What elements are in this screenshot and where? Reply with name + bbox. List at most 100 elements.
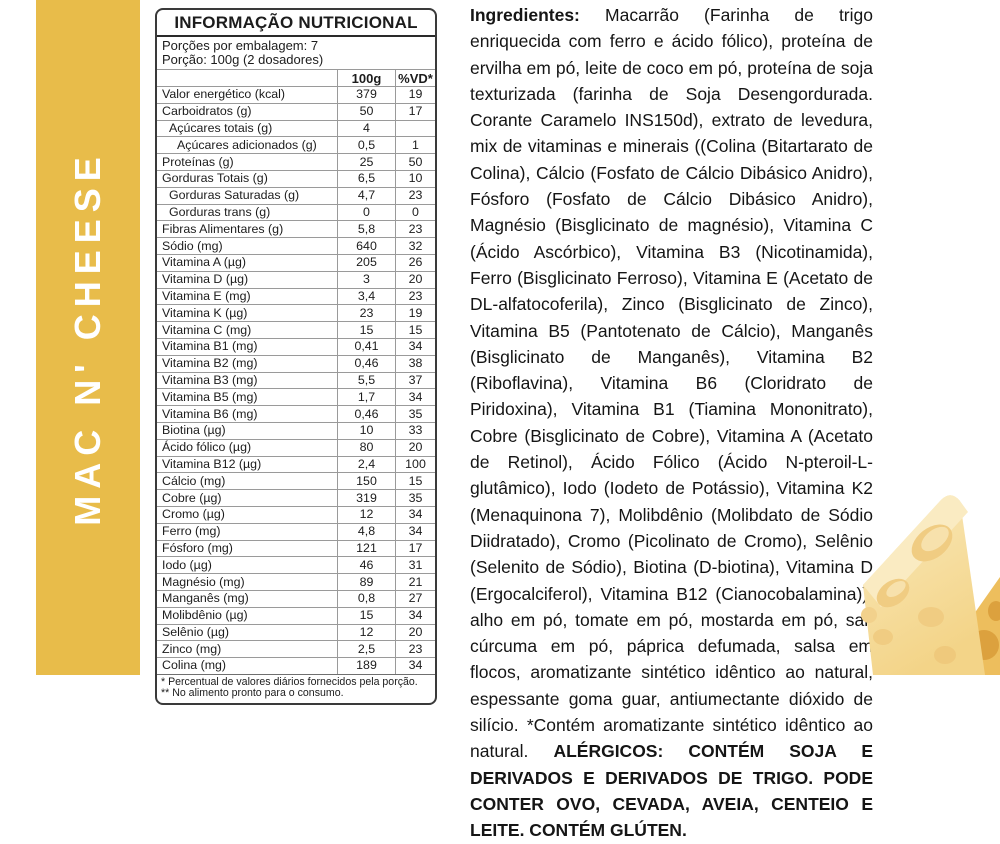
row-value-vd: 23 <box>395 288 435 305</box>
table-row: Zinco (mg) 2,5 23 <box>157 640 435 658</box>
table-row: Colina (mg) 189 34 <box>157 657 435 674</box>
table-row: Ácido fólico (µg) 80 20 <box>157 438 435 456</box>
row-value-100g: 319 <box>337 490 395 506</box>
row-value-vd: 0 <box>395 204 435 221</box>
row-label: Gorduras trans (g) <box>169 204 271 219</box>
row-value-100g: 25 <box>337 154 395 170</box>
table-row: Gorduras Totais (g) 6,5 10 <box>157 169 435 187</box>
row-value-100g: 3,4 <box>337 288 395 305</box>
row-label: Açúcares adicionados (g) <box>177 137 317 152</box>
table-row: Fósforo (mg) 121 17 <box>157 539 435 557</box>
table-row: Vitamina B5 (mg) 1,7 34 <box>157 388 435 406</box>
row-value-100g: 0,46 <box>337 355 395 372</box>
row-label: Ferro (mg) <box>162 524 221 539</box>
row-value-100g: 23 <box>337 305 395 322</box>
row-value-vd: 34 <box>395 607 435 624</box>
servings-per-package: Porções por embalagem: 7 <box>162 38 319 53</box>
row-value-vd: 10 <box>395 170 435 187</box>
row-value-vd: 26 <box>395 254 435 271</box>
row-label: Vitamina B2 (mg) <box>162 356 258 371</box>
row-value-vd: 27 <box>395 590 435 607</box>
row-value-vd: 15 <box>395 473 435 490</box>
row-value-100g: 5,5 <box>337 372 395 389</box>
row-value-100g: 4 <box>337 120 395 137</box>
table-row: Vitamina B3 (mg) 5,5 37 <box>157 371 435 389</box>
row-label: Vitamina D (µg) <box>162 272 249 287</box>
cheese-image <box>861 495 1000 675</box>
row-label: Cromo (µg) <box>162 507 225 522</box>
row-value-100g: 4,7 <box>337 187 395 204</box>
row-label: Carboidratos (g) <box>162 104 252 119</box>
row-value-vd: 31 <box>395 557 435 574</box>
row-value-100g: 5,8 <box>337 221 395 238</box>
row-value-100g: 3 <box>337 271 395 288</box>
row-value-vd: 23 <box>395 641 435 658</box>
row-value-vd: 17 <box>395 103 435 120</box>
row-value-vd: 37 <box>395 372 435 389</box>
nutrition-title: INFORMAÇÃO NUTRICIONAL <box>157 10 435 37</box>
row-value-vd: 100 <box>395 456 435 473</box>
table-row: Carboidratos (g) 50 17 <box>157 102 435 120</box>
table-row: Vitamina B1 (mg) 0,41 34 <box>157 337 435 355</box>
page: { "brand": { "title": "MAC N' CHEESE", "… <box>36 0 1000 841</box>
footnote-ready-to-eat: ** No alimento pronto para o consumo. <box>161 687 344 700</box>
table-header-row: 100g %VD* <box>157 69 435 86</box>
row-value-vd: 17 <box>395 540 435 557</box>
row-value-vd: 20 <box>395 624 435 641</box>
row-value-vd: 34 <box>395 389 435 406</box>
row-value-100g: 4,8 <box>337 523 395 540</box>
row-value-100g: 150 <box>337 473 395 490</box>
row-value-vd: 34 <box>395 658 435 674</box>
row-label: Vitamina E (mg) <box>162 288 251 303</box>
row-label: Ácido fólico (µg) <box>162 440 252 455</box>
row-value-vd: 34 <box>395 523 435 540</box>
row-value-100g: 89 <box>337 574 395 590</box>
row-value-vd: 23 <box>395 187 435 204</box>
serving-info: Porções por embalagem: 7 Porção: 100g (2… <box>157 37 435 69</box>
table-row: Vitamina B6 (mg) 0,46 35 <box>157 405 435 422</box>
row-value-100g: 80 <box>337 439 395 456</box>
row-label: Açúcares totais (g) <box>169 120 273 135</box>
table-row: Proteínas (g) 25 50 <box>157 153 435 170</box>
row-value-vd: 19 <box>395 305 435 322</box>
table-row: Cálcio (mg) 150 15 <box>157 472 435 490</box>
row-value-vd: 32 <box>395 238 435 254</box>
table-row: Açúcares adicionados (g) 0,5 1 <box>157 136 435 154</box>
ingredients-lead: Ingredientes: <box>470 5 580 25</box>
table-row: Gorduras Saturadas (g) 4,7 23 <box>157 186 435 204</box>
table-row: Selênio (µg) 12 20 <box>157 623 435 641</box>
row-label: Iodo (µg) <box>162 557 212 572</box>
table-row: Magnésio (mg) 89 21 <box>157 573 435 590</box>
row-value-100g: 121 <box>337 540 395 557</box>
row-value-vd: 21 <box>395 574 435 590</box>
table-row: Manganês (mg) 0,8 27 <box>157 589 435 607</box>
header-percent-vd: %VD* <box>395 70 435 86</box>
brand-title: MAC N' CHEESE <box>67 149 108 526</box>
row-value-100g: 0,8 <box>337 590 395 607</box>
row-value-100g: 46 <box>337 557 395 574</box>
row-value-100g: 0 <box>337 204 395 221</box>
table-row: Molibdênio (µg) 15 34 <box>157 606 435 624</box>
row-value-100g: 0,46 <box>337 406 395 422</box>
row-label: Vitamina B3 (mg) <box>162 372 258 387</box>
row-value-vd: 1 <box>395 137 435 154</box>
ingredients-body: Macarrão (Farinha de trigo enriquecida c… <box>470 5 873 762</box>
row-value-vd <box>395 120 435 137</box>
row-label: Vitamina C (mg) <box>162 322 252 337</box>
table-row: Vitamina D (µg) 3 20 <box>157 270 435 288</box>
row-label: Selênio (µg) <box>162 624 230 639</box>
row-label: Vitamina K (µg) <box>162 305 248 320</box>
row-label: Vitamina A (µg) <box>162 255 247 270</box>
row-value-100g: 640 <box>337 238 395 254</box>
table-row: Vitamina K (µg) 23 19 <box>157 304 435 322</box>
row-value-vd: 34 <box>395 506 435 523</box>
row-value-vd: 23 <box>395 221 435 238</box>
serving-size: Porção: 100g (2 dosadores) <box>162 52 324 67</box>
table-row: Gorduras trans (g) 0 0 <box>157 203 435 221</box>
row-label: Proteínas (g) <box>162 154 234 169</box>
row-label: Vitamina B5 (mg) <box>162 389 258 404</box>
row-label: Gorduras Totais (g) <box>162 171 268 186</box>
row-value-vd: 35 <box>395 490 435 506</box>
table-row: Açúcares totais (g) 4 <box>157 119 435 137</box>
header-spacer <box>157 70 337 86</box>
